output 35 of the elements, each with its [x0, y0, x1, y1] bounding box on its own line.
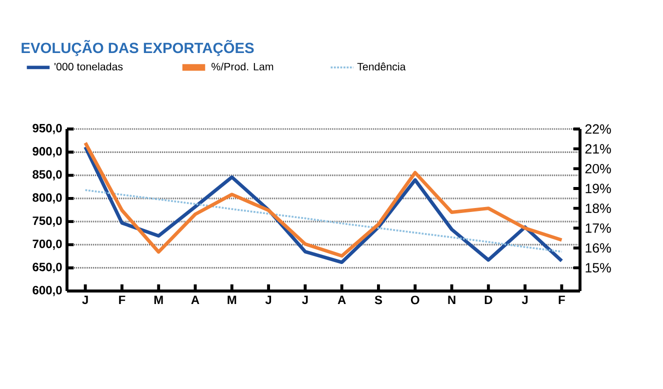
y-tick-label: 850,0 — [32, 170, 62, 180]
x-tick-label: J — [265, 296, 272, 304]
line-series — [84, 189, 563, 253]
y-tick-label: 900,0 — [32, 147, 62, 158]
y-tick-label: 800,0 — [32, 193, 62, 204]
x-tick-label: M — [154, 296, 163, 304]
y-tick-label: 950,0 — [32, 124, 62, 134]
x-tick-label: M — [228, 296, 236, 304]
y2-tick-label: 21% — [585, 144, 611, 154]
x-tick-label: F — [558, 296, 565, 304]
x-tick-label: S — [374, 296, 382, 304]
y2-tick-label: 22% — [585, 124, 611, 134]
legend-label: %/Prod. Lam — [212, 62, 274, 70]
legend-label: '000 toneladas — [54, 62, 123, 70]
y2-tick-label: 17% — [586, 223, 611, 233]
x-tick-label: N — [448, 296, 456, 304]
y-tick-label: 600,0 — [32, 286, 62, 296]
y2-tick-label: 16% — [586, 243, 611, 253]
x-tick-label: F — [119, 296, 126, 304]
y2-tick-label: 15% — [586, 263, 611, 272]
legend-label: Tendência — [357, 62, 406, 70]
chart-title: EVOLUÇÃO DAS EXPORTAÇÕES — [22, 40, 254, 56]
x-tick-label: J — [522, 296, 528, 304]
y2-tick-label: 20% — [585, 164, 611, 174]
x-tick-label: J — [302, 296, 308, 304]
x-tick-label: A — [338, 296, 346, 304]
y-tick-label: 650,0 — [32, 262, 62, 273]
y-tick-label: 700,0 — [32, 240, 62, 250]
x-tick-label: D — [484, 296, 492, 304]
y2-tick-label: 18% — [586, 204, 611, 214]
y-tick-label: 750,0 — [32, 216, 62, 227]
x-tick-label: A — [191, 296, 200, 304]
x-tick-label: J — [82, 296, 88, 304]
y2-tick-label: 19% — [586, 184, 611, 194]
x-tick-label: O — [410, 296, 420, 304]
